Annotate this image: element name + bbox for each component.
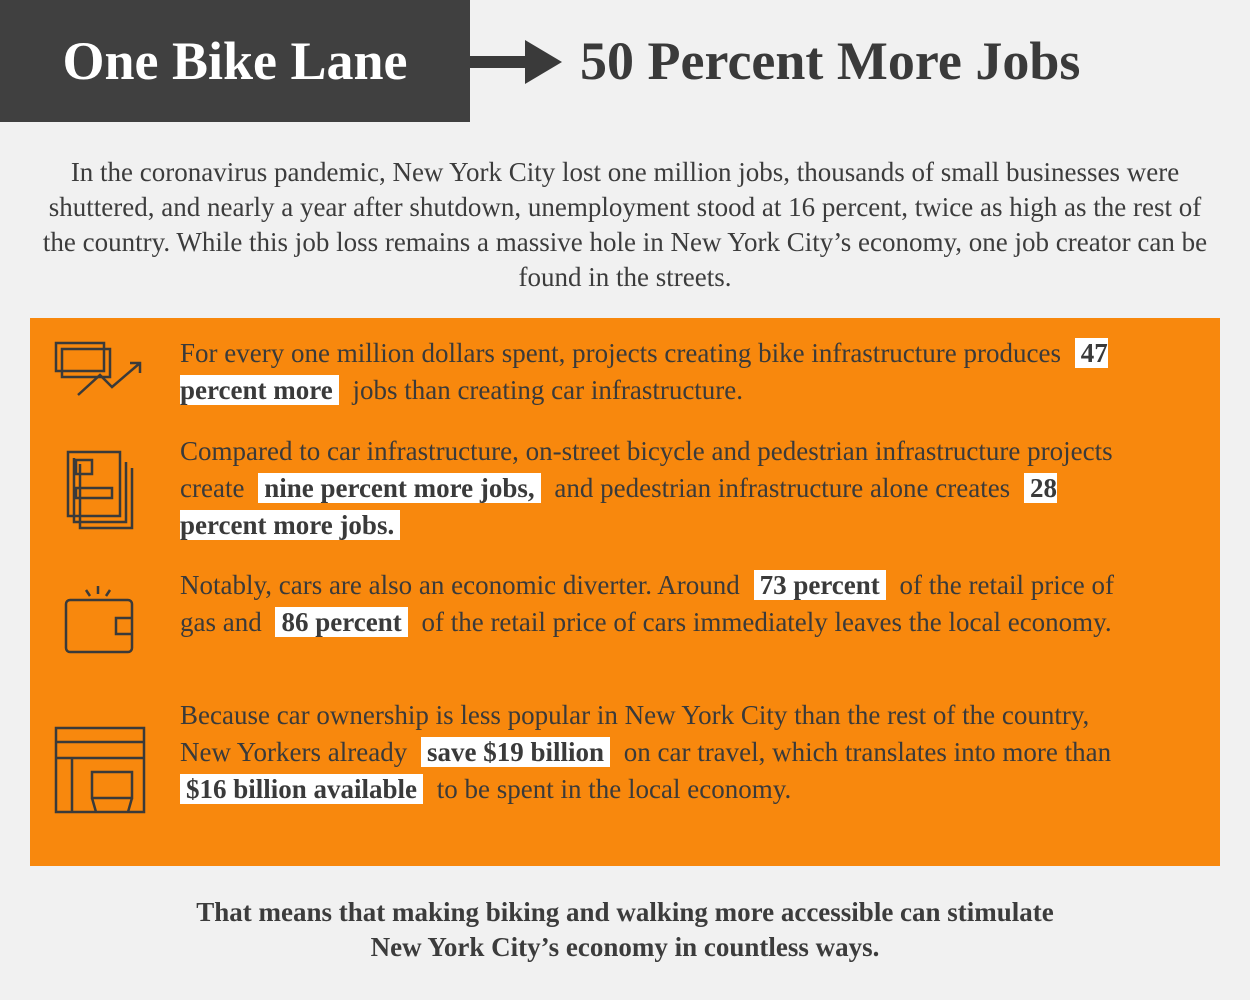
point-text: of the retail price of cars immediately … — [421, 607, 1112, 637]
highlight-text: 73 percent — [753, 570, 886, 600]
point-text: jobs than creating car infrastructure. — [352, 375, 744, 405]
document-icon — [66, 450, 134, 530]
highlight-text: 86 percent — [275, 607, 408, 637]
point: Because car ownership is less popular in… — [180, 697, 1140, 808]
header-right: 50 Percent More Jobs — [580, 31, 1081, 91]
point-text: For every one million dollars spent, pro… — [180, 338, 1061, 368]
point-text: on car travel, which translates into mor… — [623, 737, 1112, 767]
point-text: Notably, cars are also an economic diver… — [180, 570, 740, 600]
wallet-icon — [64, 586, 134, 654]
highlight-text: nine percent more jobs, — [258, 473, 541, 503]
header-left: One Bike Lane — [0, 0, 470, 122]
point: Compared to car infrastructure, on-stree… — [180, 433, 1140, 544]
point: Notably, cars are also an economic diver… — [180, 567, 1140, 641]
point-text: Compared to car infrastructure, on-stree… — [180, 436, 1113, 503]
point-text: to be spent in the local economy. — [436, 774, 792, 804]
storefront-icon — [54, 726, 146, 814]
highlight-text: save $19 billion — [420, 737, 610, 767]
highlight-text: $16 billion available — [180, 774, 424, 804]
intro: In the coronavirus pandemic, New York Ci… — [42, 157, 1208, 292]
arrow — [470, 40, 562, 84]
point-text: Because car ownership is less popular in… — [180, 700, 1090, 767]
money-icon — [54, 341, 142, 396]
point: For every one million dollars spent, pro… — [180, 335, 1140, 409]
conclusion: That means that making biking and walkin… — [196, 897, 1054, 962]
point-text: and pedestrian infrastructure alone crea… — [554, 473, 1011, 503]
point-text: of the retail price of gas and — [180, 570, 1114, 637]
